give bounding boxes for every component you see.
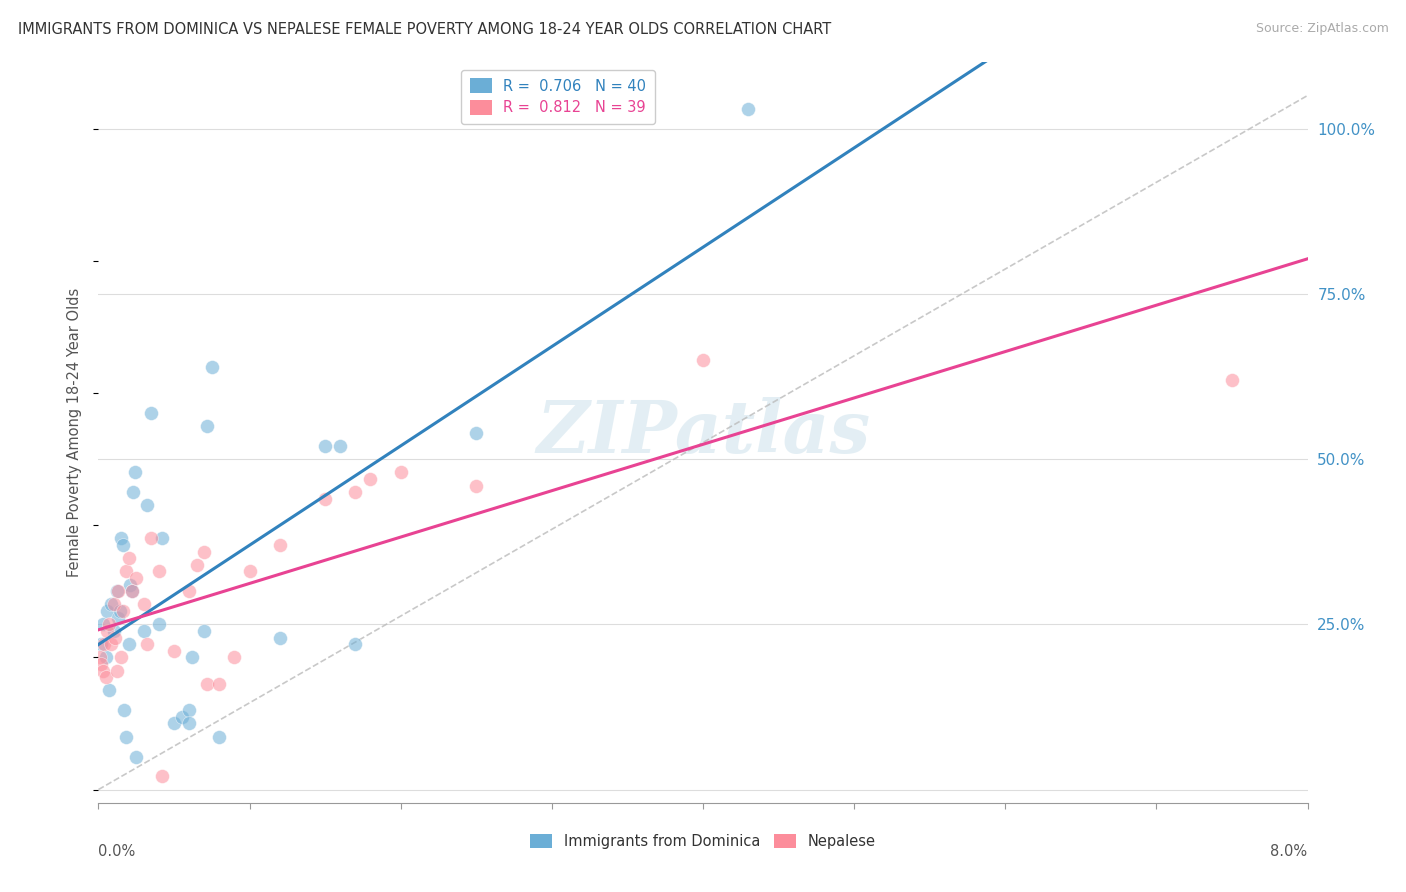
Point — [111, 538, 134, 552]
Point — [193, 544, 215, 558]
Point — [179, 716, 201, 731]
Point — [107, 611, 129, 625]
Point — [94, 670, 117, 684]
Point — [94, 650, 117, 665]
Point — [125, 749, 148, 764]
Point — [91, 664, 114, 678]
Point — [105, 664, 128, 678]
Point — [90, 657, 112, 671]
Point — [103, 598, 125, 612]
Point — [195, 677, 218, 691]
Point — [96, 624, 118, 638]
Point — [141, 406, 163, 420]
Point — [179, 584, 201, 599]
Point — [132, 624, 155, 638]
Point — [269, 538, 291, 552]
Point — [465, 425, 488, 440]
Point — [224, 650, 246, 665]
Point — [124, 465, 146, 479]
Point — [465, 478, 488, 492]
Point — [179, 703, 201, 717]
Point — [1220, 373, 1243, 387]
Point — [360, 472, 382, 486]
Point — [314, 491, 336, 506]
Point — [135, 499, 157, 513]
Point — [201, 359, 224, 374]
Text: ZIPatlas: ZIPatlas — [536, 397, 870, 468]
Point — [111, 604, 134, 618]
Point — [98, 617, 121, 632]
Y-axis label: Female Poverty Among 18-24 Year Olds: Female Poverty Among 18-24 Year Olds — [67, 288, 83, 577]
Point — [90, 637, 112, 651]
Point — [110, 532, 132, 546]
Point — [193, 624, 215, 638]
Point — [100, 637, 122, 651]
Point — [150, 532, 173, 546]
Point — [692, 352, 714, 367]
Point — [118, 551, 141, 566]
Point — [100, 598, 122, 612]
Point — [132, 598, 155, 612]
Legend: Immigrants from Dominica, Nepalese: Immigrants from Dominica, Nepalese — [524, 828, 882, 855]
Point — [112, 703, 135, 717]
Point — [114, 730, 136, 744]
Point — [148, 565, 170, 579]
Point — [135, 637, 157, 651]
Point — [110, 650, 132, 665]
Point — [314, 439, 336, 453]
Point — [163, 716, 186, 731]
Point — [89, 650, 111, 665]
Point — [122, 485, 145, 500]
Point — [208, 677, 231, 691]
Point — [344, 637, 367, 651]
Point — [105, 584, 128, 599]
Point — [181, 650, 204, 665]
Point — [163, 644, 186, 658]
Point — [91, 617, 114, 632]
Point — [170, 710, 193, 724]
Point — [195, 419, 218, 434]
Text: 0.0%: 0.0% — [98, 844, 135, 858]
Point — [208, 730, 231, 744]
Point — [118, 637, 141, 651]
Point — [107, 584, 129, 599]
Point — [125, 571, 148, 585]
Point — [103, 624, 125, 638]
Point — [344, 485, 367, 500]
Point — [121, 584, 143, 599]
Point — [389, 465, 412, 479]
Point — [329, 439, 352, 453]
Point — [96, 604, 118, 618]
Point — [120, 577, 142, 591]
Text: 8.0%: 8.0% — [1271, 844, 1308, 858]
Point — [150, 769, 173, 783]
Text: IMMIGRANTS FROM DOMINICA VS NEPALESE FEMALE POVERTY AMONG 18-24 YEAR OLDS CORREL: IMMIGRANTS FROM DOMINICA VS NEPALESE FEM… — [18, 22, 831, 37]
Point — [269, 631, 291, 645]
Point — [114, 565, 136, 579]
Point — [121, 584, 143, 599]
Point — [737, 102, 759, 116]
Point — [93, 637, 115, 651]
Text: Source: ZipAtlas.com: Source: ZipAtlas.com — [1256, 22, 1389, 36]
Point — [141, 532, 163, 546]
Point — [108, 604, 131, 618]
Point — [148, 617, 170, 632]
Point — [104, 631, 127, 645]
Point — [239, 565, 262, 579]
Point — [186, 558, 208, 572]
Point — [98, 683, 121, 698]
